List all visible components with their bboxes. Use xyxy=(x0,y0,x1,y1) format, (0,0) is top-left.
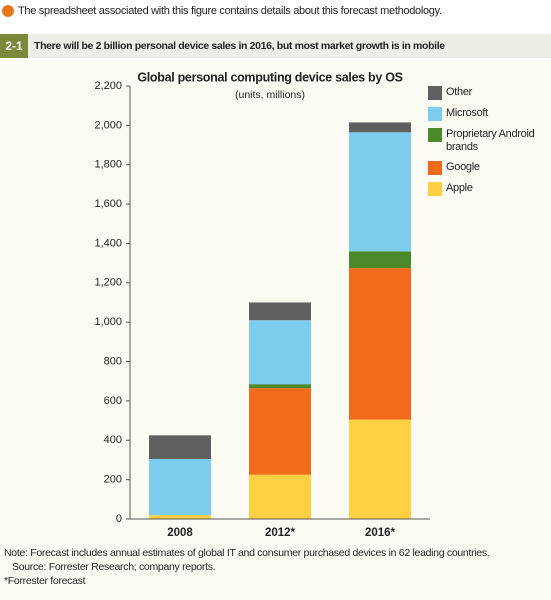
bar-segment xyxy=(349,122,411,133)
y-tick-label: 800 xyxy=(104,355,122,367)
bar-segment xyxy=(249,474,311,519)
bar-segment xyxy=(149,458,211,516)
legend-label: Google xyxy=(446,161,480,173)
legend-item: Proprietary Android brands xyxy=(428,128,548,154)
legend-swatch xyxy=(428,107,442,121)
legend-label: Proprietary Android brands xyxy=(446,128,535,153)
chart-title: Global personal computing device sales b… xyxy=(137,70,402,84)
legend-item: Other xyxy=(428,86,548,100)
legend-label: Apple xyxy=(446,182,473,194)
y-tick-label: 0 xyxy=(116,513,122,525)
x-tick-label: 2016* xyxy=(365,527,396,539)
notes: Note: Forecast includes annual estimates… xyxy=(4,546,490,588)
bar-segment xyxy=(349,419,411,519)
bar-segment xyxy=(249,320,311,385)
legend-swatch xyxy=(428,182,442,196)
y-tick-label: 1,200 xyxy=(94,277,122,289)
bar-segment xyxy=(249,302,311,321)
legend-item: Apple xyxy=(428,182,548,196)
figure-title: There will be 2 billion personal device … xyxy=(34,40,445,52)
legend-item: Microsoft xyxy=(428,107,548,121)
bar-segment xyxy=(249,388,311,475)
legend-swatch xyxy=(428,86,442,100)
chart-subtitle: (units, millions) xyxy=(235,89,305,101)
y-tick-label: 2,000 xyxy=(94,119,122,131)
header-note-row: The spreadsheet associated with this fig… xyxy=(0,2,442,20)
y-tick-label: 1,800 xyxy=(94,159,122,171)
source: Source: Forrester Research; company repo… xyxy=(12,561,216,573)
y-tick-label: 1,600 xyxy=(94,198,122,210)
bar-segment xyxy=(249,384,311,389)
spreadsheet-icon[interactable] xyxy=(2,5,14,17)
y-tick-label: 1,400 xyxy=(94,237,122,249)
x-tick-label: 2012* xyxy=(265,527,296,539)
y-tick-label: 1,000 xyxy=(94,316,122,328)
bar-segment xyxy=(149,515,211,519)
note: Note: Forecast includes annual estimates… xyxy=(4,547,490,559)
y-tick-label: 2,200 xyxy=(94,80,122,92)
legend-label: Microsoft xyxy=(446,107,488,119)
chart: Global personal computing device sales b… xyxy=(94,70,430,539)
header-note[interactable]: The spreadsheet associated with this fig… xyxy=(18,5,442,17)
bar-segment xyxy=(349,132,411,252)
bar-segment xyxy=(349,251,411,269)
bar-segment xyxy=(149,435,211,459)
figure-header: 2-1 There will be 2 billion personal dev… xyxy=(0,34,551,58)
y-tick-label: 400 xyxy=(104,434,122,446)
y-tick-label: 600 xyxy=(104,395,122,407)
x-tick-label: 2008 xyxy=(167,527,193,539)
legend: Other Microsoft Proprietary Android brands… xyxy=(428,86,548,203)
legend-item: Google xyxy=(428,161,548,175)
legend-swatch xyxy=(428,128,442,142)
footnote: *Forrester forecast xyxy=(4,575,86,587)
legend-label: Other xyxy=(446,86,473,98)
legend-swatch xyxy=(428,161,442,175)
y-tick-label: 200 xyxy=(104,474,122,486)
bar-segment xyxy=(349,268,411,420)
figure-number: 2-1 xyxy=(0,34,28,58)
